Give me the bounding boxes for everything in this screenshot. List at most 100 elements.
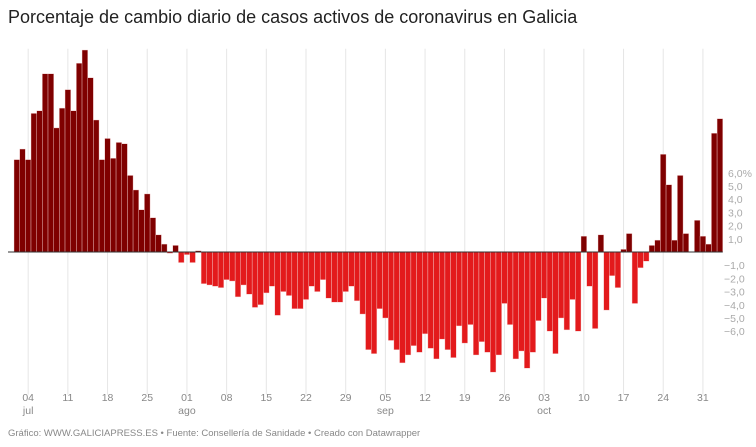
bar <box>558 251 565 319</box>
y-tick-label: 6,0% <box>728 168 752 180</box>
bar <box>19 148 26 253</box>
x-tick-label: 18 <box>102 392 114 404</box>
bar <box>81 49 88 253</box>
bar <box>308 251 315 287</box>
bar <box>416 251 423 353</box>
bar <box>382 251 389 319</box>
bar <box>705 243 712 253</box>
y-tick-label: −4,0 <box>724 300 745 312</box>
bar <box>30 113 37 253</box>
bar <box>399 251 406 364</box>
bar <box>671 239 678 253</box>
bar <box>47 73 54 253</box>
bar <box>217 251 224 288</box>
bar <box>110 158 117 253</box>
x-tick-label: 15 <box>260 392 272 404</box>
bar <box>541 251 548 299</box>
bar <box>393 251 400 350</box>
bar <box>342 251 349 292</box>
bar <box>467 251 474 325</box>
bar <box>70 110 77 253</box>
y-tick-label: 2,0 <box>728 221 743 233</box>
bar <box>677 175 684 253</box>
bar <box>359 251 366 315</box>
bar <box>631 251 638 304</box>
bar <box>529 251 536 353</box>
bar <box>427 251 434 349</box>
x-tick-label: 17 <box>618 392 630 404</box>
bar <box>325 251 332 299</box>
bar <box>456 251 463 327</box>
bar <box>609 251 616 276</box>
x-tick-label: 12 <box>419 392 431 404</box>
bar <box>223 251 230 280</box>
bar <box>87 77 94 253</box>
x-tick-label: 29 <box>340 392 352 404</box>
bar <box>280 251 287 292</box>
bar <box>643 251 650 262</box>
y-tick-label: −5,0 <box>724 313 745 325</box>
bar <box>563 251 570 331</box>
y-tick-label: 5,0 <box>728 181 743 193</box>
bar <box>603 251 610 311</box>
x-tick-label: 05 <box>380 392 392 404</box>
bar <box>507 251 514 325</box>
bar <box>682 233 689 253</box>
bar <box>285 251 293 296</box>
bar <box>354 251 361 302</box>
bar <box>711 132 718 253</box>
bar <box>149 217 156 253</box>
bar <box>240 251 247 286</box>
x-tick-label: 19 <box>459 392 471 404</box>
bar <box>263 251 270 294</box>
bar <box>25 159 32 253</box>
x-tick-label: 01 <box>181 392 193 404</box>
chart-title: Porcentaje de cambio diario de casos act… <box>8 7 578 27</box>
bar <box>251 251 259 308</box>
x-tick-label: 31 <box>697 392 709 404</box>
x-month-label: jul <box>22 405 34 417</box>
x-tick-label: 10 <box>578 392 590 404</box>
y-tick-label: −3,0 <box>724 287 745 299</box>
y-tick-label: 4,0 <box>728 194 743 206</box>
bar <box>314 251 321 292</box>
bar <box>274 251 281 316</box>
bar <box>178 251 185 263</box>
bar <box>637 251 644 269</box>
bar <box>699 235 706 253</box>
bar <box>42 73 49 253</box>
bar <box>144 193 151 253</box>
bar <box>36 110 43 253</box>
bar <box>586 251 593 287</box>
bar <box>59 107 66 253</box>
bar <box>410 251 417 346</box>
bar <box>648 245 655 253</box>
bar <box>439 251 446 340</box>
bar <box>575 251 582 332</box>
bar <box>490 251 497 373</box>
bar <box>461 251 468 344</box>
x-month-label: sep <box>377 405 394 417</box>
bar <box>552 251 559 354</box>
bar <box>450 251 457 358</box>
bar <box>388 251 395 341</box>
bar <box>405 251 412 356</box>
bar <box>512 251 519 360</box>
bar <box>246 251 253 295</box>
bar <box>336 251 344 303</box>
bar <box>13 159 20 253</box>
y-tick-label: −6,0 <box>724 326 745 338</box>
bar <box>319 251 327 280</box>
bar <box>212 251 219 287</box>
x-tick-label: 11 <box>62 392 73 404</box>
bar <box>206 251 213 286</box>
bar <box>597 234 604 253</box>
bar <box>716 118 723 253</box>
x-month-label: ago <box>178 405 196 417</box>
bar <box>626 233 633 253</box>
bar <box>291 251 298 309</box>
x-tick-label: 08 <box>221 392 233 404</box>
bar <box>546 251 553 332</box>
x-month-label: oct <box>537 405 551 417</box>
bar <box>592 251 599 329</box>
